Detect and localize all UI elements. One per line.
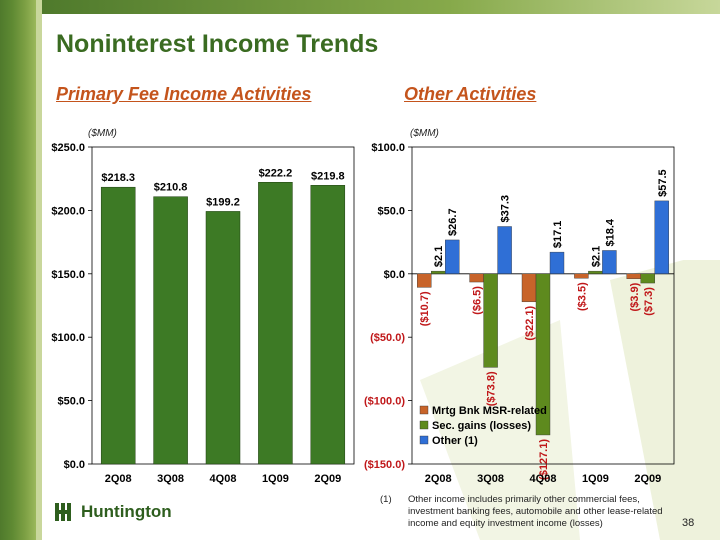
right-data-label: $2.1 <box>433 246 445 267</box>
legend-swatch <box>419 420 429 430</box>
right-bar-other <box>445 239 460 274</box>
right-y-tick-label: ($50.0) <box>370 332 405 344</box>
right-x-tick-label: 1Q09 <box>582 473 609 485</box>
right-bar-mrtg <box>626 273 641 279</box>
left-bar <box>258 182 293 465</box>
left-y-tick-label: $150.0 <box>51 269 85 281</box>
right-bar-sec <box>535 273 551 436</box>
subtitle-primary-fee: Primary Fee Income Activities <box>56 84 312 104</box>
left-y-tick-label: $200.0 <box>51 205 85 217</box>
page-title: Noninterest Income Trends <box>56 30 379 58</box>
huntington-logo: Huntington <box>54 500 172 524</box>
right-data-label: ($6.5) <box>472 286 484 315</box>
left-y-tick-label: $100.0 <box>51 332 85 344</box>
right-data-label: ($7.3) <box>643 287 655 316</box>
right-data-label: $37.3 <box>500 195 512 223</box>
right-bar-other <box>654 200 669 275</box>
page-number: 38 <box>682 517 695 529</box>
legend-swatch <box>419 405 429 415</box>
left-data-label: $218.3 <box>101 172 135 184</box>
right-data-label: $18.4 <box>604 218 616 246</box>
right-plot-area <box>411 146 675 465</box>
left-bar <box>205 211 241 465</box>
right-unit-label: ($MM) <box>410 128 439 139</box>
left-y-tick-label: $50.0 <box>57 396 85 408</box>
right-bar-sec <box>640 273 655 284</box>
footnote: (1) Other income includes primarily othe… <box>380 494 670 530</box>
right-y-tick-label: $100.0 <box>371 142 405 154</box>
right-y-tick-label: ($150.0) <box>364 459 405 471</box>
right-y-tick-label: ($100.0) <box>364 396 405 408</box>
left-x-tick-label: 4Q08 <box>210 473 237 485</box>
sidebar-stripe <box>36 0 42 540</box>
right-data-label: $26.7 <box>447 208 459 236</box>
left-bar <box>153 196 188 465</box>
left-y-tick-label: $250.0 <box>51 142 85 154</box>
left-y-tick-label: $0.0 <box>64 459 85 471</box>
right-bar-mrtg <box>574 273 589 279</box>
top-bar <box>42 0 720 14</box>
left-bar <box>100 186 136 465</box>
right-bar-sec <box>483 273 498 368</box>
right-data-label: $2.1 <box>590 246 602 267</box>
right-data-label: $17.1 <box>552 221 564 249</box>
right-bar-sec <box>431 270 446 275</box>
green-sidebar <box>0 0 36 540</box>
right-data-label: ($22.1) <box>524 305 536 340</box>
right-x-tick-label: 4Q08 <box>530 473 557 485</box>
right-bar-other <box>549 251 565 275</box>
left-data-label: $219.8 <box>311 170 345 182</box>
legend-label: Mrtg Bnk MSR-related <box>432 405 547 417</box>
right-bar-other <box>497 226 512 274</box>
right-y-tick-label: $50.0 <box>377 205 405 217</box>
right-data-label: ($73.8) <box>486 371 498 406</box>
left-x-tick-label: 2Q08 <box>105 473 132 485</box>
legend-label: Sec. gains (losses) <box>432 420 531 432</box>
right-bar-other <box>602 250 617 274</box>
left-x-tick-label: 3Q08 <box>157 473 184 485</box>
right-x-tick-label: 2Q09 <box>634 473 661 485</box>
right-bar-mrtg <box>469 273 484 283</box>
right-y-tick-label: $0.0 <box>384 269 405 281</box>
legend-label: Other (1) <box>432 435 478 447</box>
footnote-number: (1) <box>380 494 392 505</box>
legend-swatch <box>419 435 429 445</box>
right-bar-sec <box>588 270 603 275</box>
left-data-label: $222.2 <box>259 167 293 179</box>
footnote-text: Other income includes primarily other co… <box>408 494 663 529</box>
right-x-tick-label: 3Q08 <box>477 473 504 485</box>
right-x-tick-label: 2Q08 <box>425 473 452 485</box>
left-bar <box>310 185 346 465</box>
left-x-tick-label: 2Q09 <box>314 473 341 485</box>
logo-text: Huntington <box>81 502 172 521</box>
right-data-label: $57.5 <box>657 169 669 197</box>
right-bar-mrtg <box>417 273 432 288</box>
left-x-tick-label: 1Q09 <box>262 473 289 485</box>
right-data-label: ($3.5) <box>576 282 588 311</box>
right-data-label: ($3.9) <box>629 282 641 311</box>
left-unit-label: ($MM) <box>88 128 117 139</box>
right-bar-mrtg <box>521 273 537 303</box>
left-data-label: $199.2 <box>206 196 240 208</box>
subtitle-other-activities: Other Activities <box>404 84 537 104</box>
right-data-label: ($10.7) <box>419 291 431 326</box>
right-data-label: ($127.1) <box>538 439 550 480</box>
huntington-logo-icon <box>55 503 71 521</box>
left-data-label: $210.8 <box>154 182 188 194</box>
